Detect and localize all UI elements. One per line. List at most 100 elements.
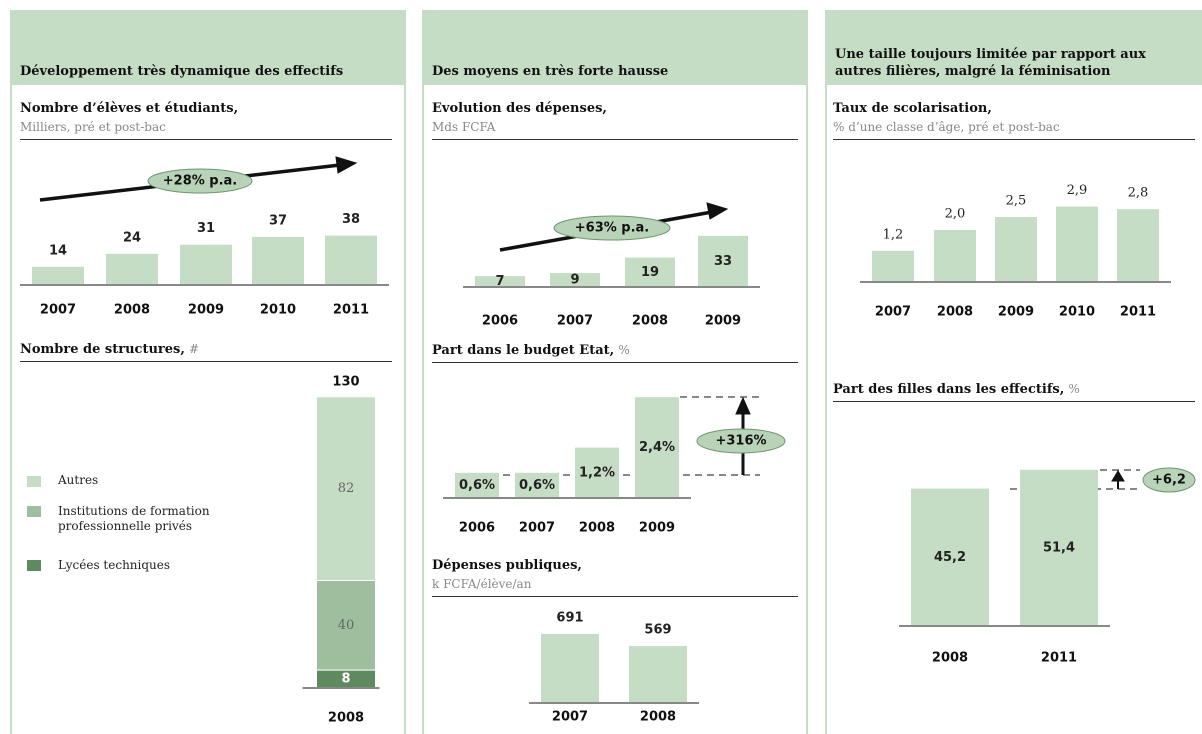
data-label: 37	[269, 213, 287, 228]
chart-title-block: Taux de scolarisation, % d’une classe d’â…	[833, 100, 1195, 140]
total-label: 130	[332, 374, 359, 389]
data-label: 2,9	[1067, 183, 1088, 198]
bar	[252, 236, 304, 285]
data-label: 569	[644, 623, 671, 638]
annotation: +316%	[715, 434, 766, 449]
legend-label: Lycées techniques	[58, 558, 171, 572]
legend-label: Autres	[58, 473, 99, 487]
data-label: 691	[556, 610, 583, 625]
data-label: 33	[714, 254, 732, 269]
chart-subtitle: % d’une classe d’âge, pré et post-bac	[833, 120, 1060, 134]
data-label: 2,4%	[639, 440, 675, 455]
chart-title: Part des filles dans les effectifs,	[833, 382, 1065, 397]
data-label: 1,2	[883, 227, 904, 242]
data-label: 2,8	[1128, 186, 1149, 201]
legend-label: Institutions de formation professionnell…	[58, 504, 210, 533]
bar	[550, 273, 600, 287]
annotation: +6,2	[1152, 473, 1186, 488]
chart-title-block: Evolution des dépenses, Mds FCFA	[432, 100, 798, 140]
x-tick-label: 2008	[937, 305, 973, 320]
bar	[475, 276, 525, 287]
x-tick-label: 2007	[875, 305, 911, 320]
segment-label: 40	[338, 618, 355, 633]
x-tick-label: 2007	[552, 710, 588, 725]
x-tick-label: 2011	[1041, 651, 1077, 666]
x-tick-label: 2010	[260, 303, 296, 318]
chart-title: Nombre de structures,	[20, 342, 185, 357]
panel-header: Une taille toujours limitée par rapport …	[825, 10, 1202, 85]
chart-title-block: Nombre de structures, #	[20, 340, 392, 362]
x-tick-label: 2008	[328, 711, 364, 726]
chart-title: Taux de scolarisation,	[833, 101, 992, 116]
panel-header: Des moyens en très forte hausse	[422, 10, 808, 85]
bar	[995, 217, 1037, 282]
bar	[180, 244, 232, 285]
bar	[629, 646, 687, 703]
x-tick-label: 2009	[705, 314, 741, 329]
data-label: 14	[49, 243, 67, 258]
x-tick-label: 2007	[519, 521, 555, 536]
chart-subtitle: k FCFA/élève/an	[432, 577, 532, 591]
panel-borders	[10, 85, 827, 734]
chart-unit: %	[618, 343, 630, 357]
x-tick-label: 2009	[188, 303, 224, 318]
x-tick-label: 2010	[1059, 305, 1095, 320]
chart-title: Part dans le budget Etat,	[432, 343, 615, 358]
segment-label: 82	[338, 481, 355, 496]
data-label: 7	[495, 274, 504, 289]
bar-segment	[316, 396, 376, 581]
annotation-bubble	[696, 428, 786, 454]
x-tick-label: 2008	[632, 314, 668, 329]
x-tick-label: 2006	[459, 521, 495, 536]
annotation: +63% p.a.	[575, 221, 650, 236]
bar	[541, 633, 599, 703]
bar	[872, 250, 914, 282]
panel-header: Développement très dynamique des effecti…	[10, 10, 406, 85]
data-label: 1,2%	[579, 465, 615, 480]
annotation-bubble	[553, 215, 671, 241]
chart-title-block: Nombre d’élèves et étudiants, Milliers, p…	[20, 100, 392, 140]
segment-label: 8	[341, 672, 350, 687]
bar	[625, 257, 675, 287]
bar	[698, 235, 748, 287]
chart-unit: %	[1068, 382, 1080, 396]
data-label: 51,4	[1043, 540, 1075, 555]
x-tick-label: 2008	[579, 521, 615, 536]
annotation-bubble	[147, 168, 253, 194]
bar	[1117, 209, 1159, 282]
data-label: 31	[197, 221, 215, 236]
bar	[515, 472, 559, 498]
data-label: 0,6%	[459, 478, 495, 493]
bar	[325, 235, 377, 285]
x-tick-label: 2006	[482, 314, 518, 329]
bar	[635, 397, 679, 498]
bar	[1020, 469, 1098, 626]
bar	[575, 447, 619, 498]
chart-title: Evolution des dépenses,	[432, 101, 607, 116]
x-tick-label: 2009	[639, 521, 675, 536]
bar	[911, 488, 989, 626]
data-label: 2,5	[1006, 194, 1027, 209]
chart-title: Nombre d’élèves et étudiants,	[20, 101, 239, 116]
data-label: 2,0	[945, 207, 966, 222]
annotation-bubble	[1142, 467, 1196, 493]
x-tick-label: 2007	[557, 314, 593, 329]
x-tick-label: 2008	[114, 303, 150, 318]
data-label: 38	[342, 212, 360, 227]
chart-title-block: Dépenses publiques, k FCFA/élève/an	[432, 557, 798, 597]
bar	[32, 266, 84, 285]
data-label: 9	[570, 273, 579, 288]
data-label: 0,6%	[519, 478, 555, 493]
legend-swatch	[27, 560, 41, 571]
legend-swatch	[27, 506, 41, 517]
x-tick-label: 2007	[40, 303, 76, 318]
x-tick-label: 2008	[932, 651, 968, 666]
chart-title-block: Part des filles dans les effectifs, %	[833, 380, 1195, 402]
x-tick-label: 2008	[640, 710, 676, 725]
legend-swatch	[27, 476, 41, 487]
chart-title: Dépenses publiques,	[432, 558, 582, 573]
bar-segment	[316, 579, 376, 671]
bar	[1056, 206, 1098, 282]
